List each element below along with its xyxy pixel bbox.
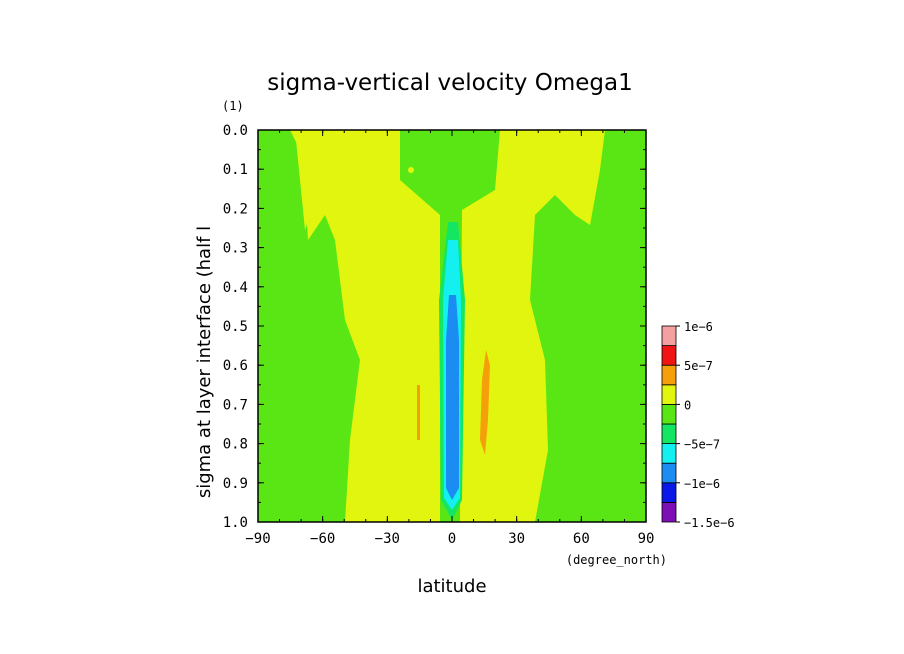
y-tick-label: 0.0 xyxy=(223,123,248,139)
field-orange-west xyxy=(417,385,420,440)
colorbar-swatch xyxy=(661,443,677,464)
colorbar-swatch xyxy=(661,501,677,523)
colorbar-label: 1e−6 xyxy=(684,320,713,334)
colorbar-swatch xyxy=(661,482,677,503)
y-tick-label: 0.5 xyxy=(223,319,248,335)
colorbar-swatch xyxy=(661,462,677,484)
colorbar-label: 0 xyxy=(684,398,691,412)
x-units-label: (degree_north) xyxy=(566,553,667,567)
x-axis-label: latitude xyxy=(417,576,486,597)
y-axis: 0.0 0.1 0.2 0.3 0.4 0.5 0.6 0.7 0.8 0.9 1.0 xyxy=(223,123,646,531)
y-tick-label: 0.6 xyxy=(223,358,248,374)
colorbar-swatch xyxy=(661,364,677,386)
chart-title: sigma-vertical velocity Omega1 xyxy=(267,70,632,96)
colorbar-swatch xyxy=(661,325,677,347)
x-axis: −90 −60 −30 0 30 60 90 xyxy=(245,130,654,547)
plot-area xyxy=(257,129,647,523)
colorbar-swatch xyxy=(661,423,677,445)
field-dot-upper xyxy=(408,167,414,173)
colorbar-label: 5e−7 xyxy=(684,359,713,373)
colorbar-swatch xyxy=(661,403,677,425)
y-tick-label: 0.7 xyxy=(223,397,248,413)
field-orange-east xyxy=(480,350,490,455)
colorbar-label: −1e−6 xyxy=(684,477,720,491)
x-tick-label: 0 xyxy=(448,531,456,547)
colorbar-label: −1.5e−6 xyxy=(684,516,735,530)
x-tick-label: 90 xyxy=(638,531,655,547)
field-yellow-center-east xyxy=(460,130,605,522)
y-tick-label: 0.3 xyxy=(223,241,248,257)
x-tick-label: 60 xyxy=(573,531,590,547)
field-blue-equatorial xyxy=(446,295,459,500)
field-lightblue-core xyxy=(449,265,456,295)
x-tick-label: −60 xyxy=(310,531,335,547)
field-yellow-center-west xyxy=(290,130,440,522)
y-tick-label: 0.2 xyxy=(223,201,248,217)
y-axis-label: sigma at layer interface (half l xyxy=(194,226,215,498)
colorbar: 1e−6 5e−7 0 −5e−7 −1e−6 −1.5e−6 xyxy=(661,320,735,530)
x-tick-label: 30 xyxy=(508,531,525,547)
y-tick-label: 0.8 xyxy=(223,437,248,453)
y-tick-label: 0.4 xyxy=(223,280,248,296)
y-tick-label: 1.0 xyxy=(223,515,248,531)
colorbar-swatch xyxy=(661,345,677,366)
y-tick-label: 0.1 xyxy=(223,162,248,178)
y-units-label: (1) xyxy=(222,99,244,113)
x-tick-label: −30 xyxy=(375,531,400,547)
colorbar-label: −5e−7 xyxy=(684,438,720,452)
colorbar-swatch xyxy=(661,384,677,405)
y-tick-label: 0.9 xyxy=(223,476,248,492)
field-yellow-upper-left xyxy=(295,130,330,230)
x-tick-label: −90 xyxy=(245,531,270,547)
